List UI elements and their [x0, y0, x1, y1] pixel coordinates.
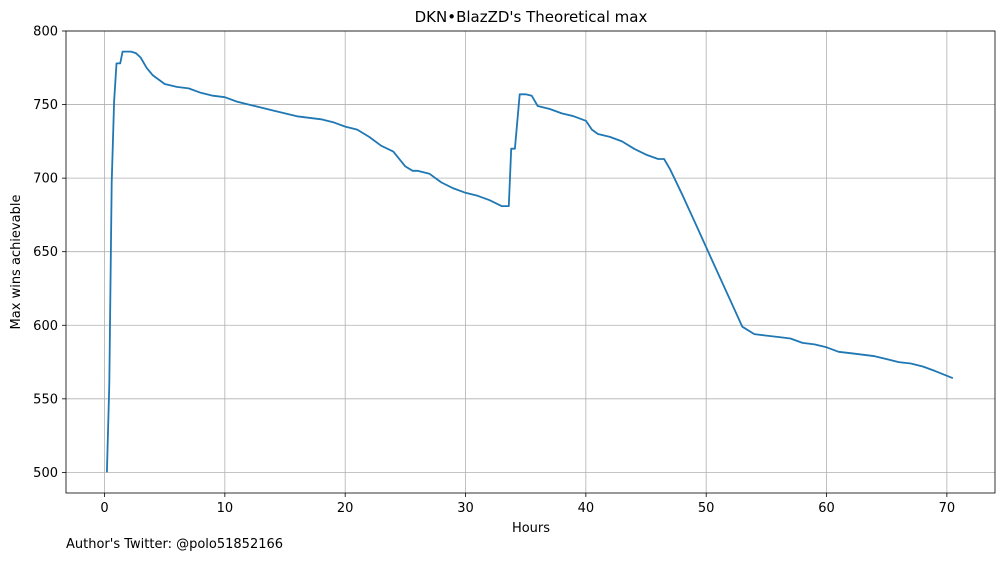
x-axis-ticks: 0 10 20 30 40 50 60 70 [100, 493, 955, 516]
x-tick-label: 50 [698, 501, 715, 516]
y-axis-label: Max wins achievable [9, 195, 24, 330]
y-tick-label: 500 [33, 466, 58, 481]
x-tick-label: 70 [939, 501, 956, 516]
series-line [106, 50, 954, 473]
x-tick-label: 10 [217, 501, 234, 516]
x-tick-label: 20 [337, 501, 354, 516]
x-tick-label: 60 [818, 501, 835, 516]
x-tick-label: 0 [100, 501, 108, 516]
y-axis-ticks: 500 550 600 650 700 750 800 [33, 25, 66, 481]
y-tick-label: 700 [33, 172, 58, 187]
grid-lines [66, 30, 995, 493]
y-tick-label: 800 [33, 25, 58, 40]
y-tick-label: 750 [33, 98, 58, 113]
chart-title: DKN•BlazZD's Theoretical max [415, 8, 648, 26]
plot-frame [65, 30, 996, 494]
y-tick-label: 550 [33, 392, 58, 407]
x-axis-label: Hours [512, 521, 550, 536]
y-tick-label: 650 [33, 245, 58, 260]
x-tick-label: 30 [457, 501, 474, 516]
x-tick-label: 40 [578, 501, 595, 516]
author-credit: Author's Twitter: @polo51852166 [66, 537, 284, 552]
y-tick-label: 600 [33, 319, 58, 334]
